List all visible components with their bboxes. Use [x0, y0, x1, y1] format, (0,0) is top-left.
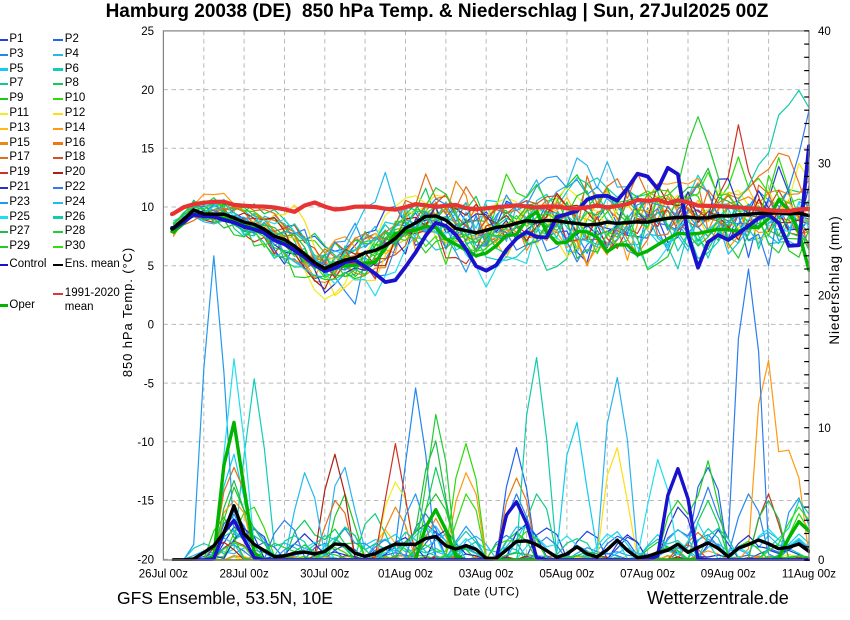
svg-text:-10: -10 — [137, 437, 154, 449]
svg-text:Niederschlag (mm): Niederschlag (mm) — [827, 215, 842, 344]
svg-text:40: 40 — [818, 26, 831, 38]
svg-text:20: 20 — [818, 291, 831, 303]
svg-text:30Jul 00z: 30Jul 00z — [300, 569, 349, 581]
svg-text:15: 15 — [141, 144, 154, 156]
svg-text:20: 20 — [141, 85, 154, 97]
svg-text:05Aug 00z: 05Aug 00z — [539, 569, 594, 581]
svg-text:0: 0 — [818, 555, 824, 567]
svg-text:850 hPa Temp. (°C): 850 hPa Temp. (°C) — [120, 247, 135, 377]
svg-text:10: 10 — [818, 423, 831, 435]
svg-text:30: 30 — [818, 158, 831, 170]
svg-text:01Aug 00z: 01Aug 00z — [378, 569, 433, 581]
svg-text:0: 0 — [148, 320, 154, 332]
svg-text:11Aug 00z: 11Aug 00z — [782, 569, 836, 581]
svg-text:03Aug 00z: 03Aug 00z — [459, 569, 514, 581]
svg-text:28Jul 00z: 28Jul 00z — [219, 569, 268, 581]
svg-text:07Aug 00z: 07Aug 00z — [620, 569, 675, 581]
svg-text:Date (UTC): Date (UTC) — [453, 585, 519, 599]
svg-text:-20: -20 — [137, 554, 154, 566]
svg-text:-5: -5 — [144, 378, 154, 390]
svg-text:09Aug 00z: 09Aug 00z — [701, 569, 756, 581]
svg-text:10: 10 — [141, 202, 154, 214]
svg-text:25: 25 — [141, 26, 154, 38]
svg-text:26Jul 00z: 26Jul 00z — [139, 569, 188, 581]
svg-text:5: 5 — [148, 261, 154, 273]
svg-text:-15: -15 — [137, 496, 154, 508]
